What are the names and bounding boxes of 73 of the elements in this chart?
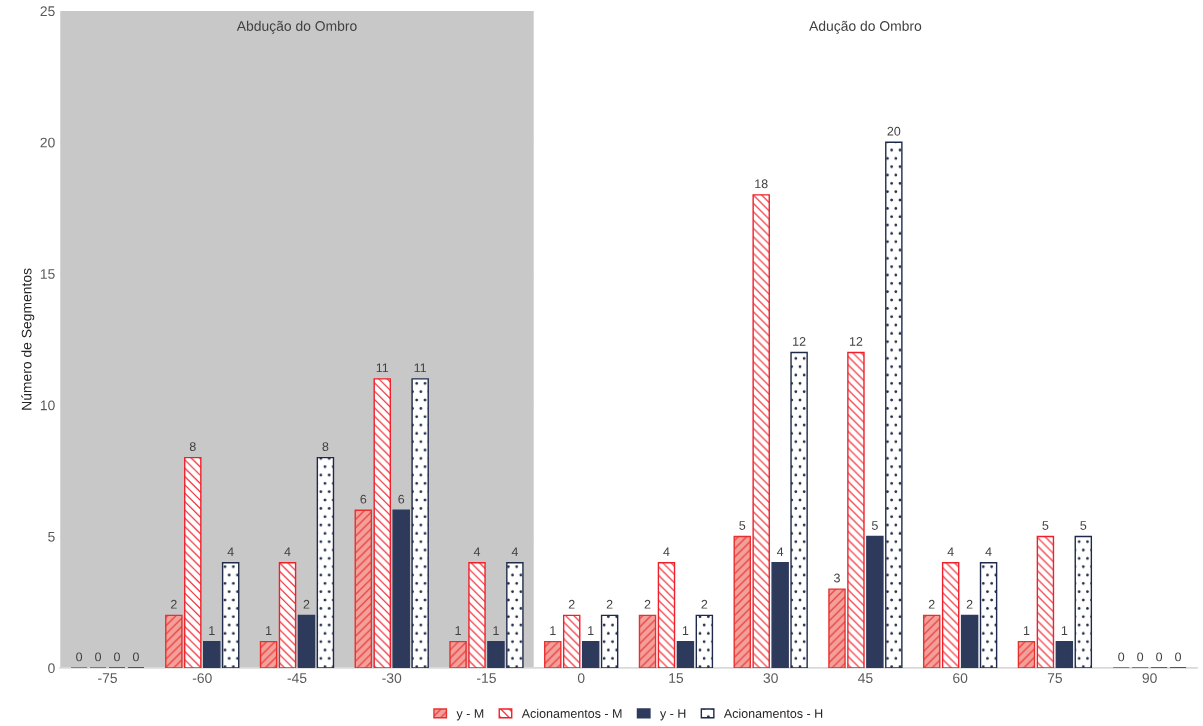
x-tick-label: 30 [763,673,778,683]
x-tick-label: -75 [98,673,117,683]
data-label: 0 [114,652,120,662]
data-label: 0 [76,652,83,662]
data-label: 1 [550,626,556,635]
x-tick-label: -30 [382,673,402,683]
data-label: 4 [663,547,670,557]
data-label: 2 [303,599,310,609]
data-label: 11 [414,363,427,373]
x-tick-label: 0 [577,673,585,683]
y-tick-label: 0 [48,663,55,674]
data-label: 6 [360,494,367,504]
data-label: 4 [473,547,481,557]
y-tick-label: 15 [40,269,55,279]
data-label: 4 [985,547,992,557]
x-tick-label: -45 [287,673,307,683]
data-label: 12 [793,337,806,346]
x-tick-label: 15 [669,673,684,683]
data-label: 1 [1023,626,1030,635]
y-axis-title: Número de Segmentos [21,268,35,410]
data-label: 0 [1175,652,1182,662]
data-label: 5 [739,521,746,530]
data-label: 4 [284,547,291,557]
legend-label: Acionamentos - M [521,708,622,718]
data-label: 0 [95,652,102,662]
data-label: 2 [568,599,575,609]
data-label: 5 [871,521,878,530]
x-tick-label: 90 [1142,673,1157,683]
data-label: 1 [493,626,499,635]
data-label: 2 [170,599,177,609]
data-label: 0 [1156,652,1163,662]
data-label: 0 [1118,652,1125,662]
legend-label: Acionamentos - H [723,708,823,718]
data-label: 2 [701,599,708,609]
x-tick-label: 75 [1047,673,1063,683]
legend-label: y - H [659,709,686,721]
data-label: 11 [376,363,389,373]
data-label: 18 [755,179,768,189]
data-label: 2 [606,599,613,609]
x-tick-label: 45 [858,673,873,683]
y-tick-label: 5 [48,531,55,542]
y-tick-label: 10 [40,400,55,411]
data-label: 0 [132,652,139,662]
x-tick-label: -15 [477,673,496,683]
x-tick-label: -60 [192,673,212,683]
data-label: 1 [1061,626,1068,635]
data-label: 2 [966,599,973,609]
data-label: 2 [644,599,651,609]
data-label: 8 [189,442,196,452]
data-label: 4 [776,547,784,557]
data-label: 4 [947,547,954,557]
data-label: 20 [887,126,901,136]
data-label: 1 [455,626,461,635]
data-label: 4 [227,547,234,557]
band-label: Adução do Ombro [809,20,922,34]
data-label: 1 [682,626,689,635]
data-label: 6 [398,494,405,504]
data-label: 5 [1080,521,1087,530]
data-label: 1 [209,626,215,635]
data-label: 1 [588,626,594,635]
y-tick-label: 20 [40,137,55,148]
legend-label: y - M [456,709,484,721]
data-label: 2 [928,599,935,609]
data-label: 1 [266,626,272,635]
band-label: Abdução do Ombro [236,20,357,34]
data-label: 8 [322,442,329,452]
data-label: 5 [1042,521,1049,530]
data-label: 4 [511,547,518,557]
data-label: 0 [1137,652,1144,662]
x-tick-label: 60 [953,673,968,683]
y-tick-label: 25 [40,6,55,17]
data-label: 3 [833,573,840,583]
data-label: 12 [849,337,863,346]
